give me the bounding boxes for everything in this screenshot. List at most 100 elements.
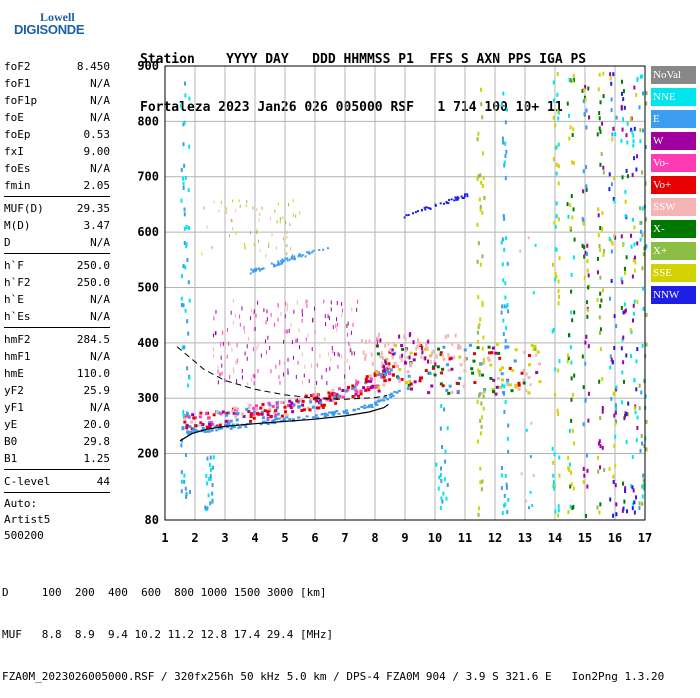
echo-point [375,370,379,374]
echo-point [183,120,186,125]
echo-point [288,399,292,403]
echo-point [295,374,297,379]
echo-point [265,350,267,355]
echo-point [259,249,261,253]
echo-point [602,165,605,170]
echo-point [569,125,572,130]
echo-point [583,245,586,250]
echo-point [416,344,419,349]
echo-point [272,263,275,266]
echo-point [501,304,504,309]
echo-point [623,416,626,421]
echo-point [212,413,216,417]
echo-point [503,304,506,309]
echo-point [519,249,522,253]
echo-point [337,364,339,369]
echo-point [522,378,525,382]
echo-point [304,364,306,369]
echo-point [283,419,287,422]
echo-point [572,255,575,260]
echo-point [446,426,449,431]
echo-point [556,92,559,97]
echo-point [183,226,186,231]
echo-point [269,345,271,350]
echo-point [187,383,190,388]
echo-point [599,291,602,296]
echo-point [609,72,612,77]
echo-point [258,239,260,243]
param-name: hmE [4,367,24,380]
echo-point [288,328,290,333]
echo-point [479,262,482,267]
echo-point [182,413,185,418]
echo-point [641,170,644,175]
echo-point [183,420,187,424]
echo-point [285,416,289,419]
echo-point [613,199,616,204]
echo-point [599,415,602,420]
echo-point [386,369,390,373]
echo-point [481,373,485,377]
legend-item: SSW [651,198,696,216]
echo-point [450,198,453,201]
echo-point [207,493,210,498]
echo-point [460,195,463,198]
echo-point [409,351,413,355]
echo-point [214,426,218,429]
echo-point [504,120,507,125]
echo-point [346,324,348,329]
echo-point [184,265,187,270]
echo-point [556,408,559,413]
param-name: yE [4,418,18,431]
echo-point [552,480,555,485]
echo-point [246,200,248,204]
echo-point [391,355,394,360]
echo-point [248,336,250,341]
y-tick-label: 200 [137,447,159,461]
echo-point [252,412,256,416]
echo-point [532,347,536,351]
echo-point [395,391,399,394]
echo-point [313,416,317,419]
echo-point [292,355,294,360]
echo-point [185,492,188,497]
echo-point [635,438,638,443]
echo-point [331,345,333,350]
echo-point [630,484,633,489]
echo-point [180,438,183,443]
echo-point [622,310,625,315]
param-row: h`E N/A [4,291,110,308]
echo-point [505,304,508,309]
echo-point [570,360,573,365]
echo-point [461,196,464,199]
echo-point [331,411,335,414]
echo-point [324,412,328,415]
echo-point [324,337,326,342]
param-value: 2.05 [83,179,111,192]
param-name: foEs [4,162,31,175]
echo-point [325,322,327,327]
echo-point [567,466,570,471]
echo-point [301,318,303,323]
echo-point [273,265,276,268]
echo-point [566,353,569,358]
echo-point [501,136,504,141]
echo-point [586,468,589,473]
echo-point [254,374,256,379]
echo-point [226,424,230,427]
echo-point [495,385,499,389]
echo-point [258,218,260,222]
echo-point [554,277,557,282]
echo-point [500,372,504,376]
echo-point [252,270,255,273]
echo-point [380,373,384,377]
echo-point [639,220,642,225]
echo-point [187,188,190,193]
echo-point [569,203,572,208]
echo-point [632,139,635,144]
echo-point [251,308,253,313]
param-name: fxI [4,145,24,158]
echo-point [320,413,324,416]
echo-point [639,139,642,144]
x-tick-label: 2 [191,531,198,545]
